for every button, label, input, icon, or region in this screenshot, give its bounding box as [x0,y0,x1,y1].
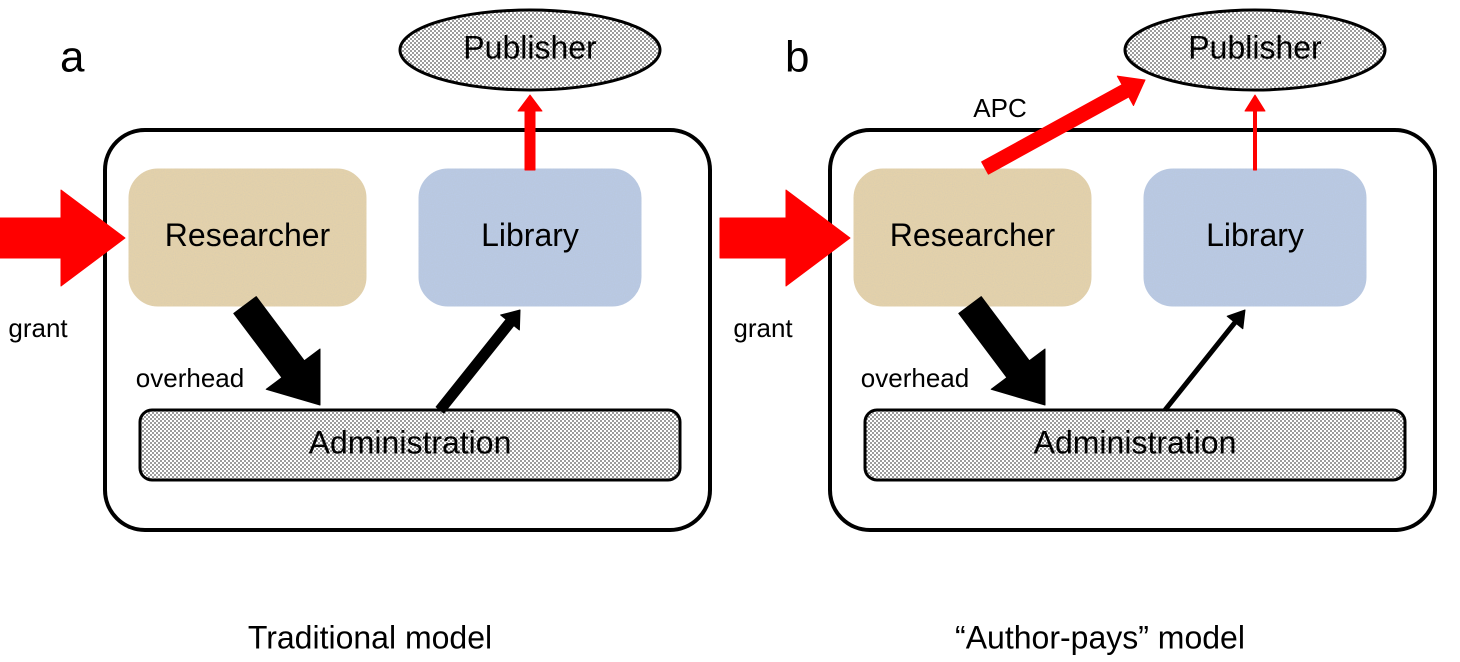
panel-a-caption: Traditional model [248,619,492,655]
panel-b-apc-arrow-label: APC [973,93,1026,123]
panel-b-overhead-arrow-label: overhead [861,363,969,393]
panel-b-label: b [785,33,809,82]
panel-a-admin-to-library-arrow [436,310,520,413]
panel-b-admin-to-library-arrow [1163,310,1245,411]
panel-a-label: a [60,33,85,82]
panel-a-overhead-arrow-label: overhead [136,363,244,393]
panel-b-overhead-arrow [959,297,1045,405]
diagram-canvas: a Publisher Researcher Library Administratio… [0,0,1460,662]
panel-b-caption: “Author-pays” model [955,619,1245,655]
panel-a-overhead-arrow [234,297,320,405]
panel-b-researcher-label: Researcher [890,217,1056,253]
panel-a-grant-arrow-label: grant [8,313,68,343]
panel-a-researcher-label: Researcher [165,217,331,253]
panel-b-apc-arrow [982,76,1145,174]
panel-b-publisher-label: Publisher [1188,29,1322,65]
panel-a-library-to-publisher-arrow [518,95,542,170]
panel-b-admin-label: Administration [1034,424,1237,460]
panel-a-library-label: Library [481,217,579,253]
panel-a-admin-label: Administration [309,424,512,460]
panel-a-publisher-label: Publisher [463,29,597,65]
panel-b-library-to-publisher-arrow [1245,95,1265,170]
panel-b-library-label: Library [1206,217,1304,253]
panel-b-grant-arrow-label: grant [733,313,793,343]
